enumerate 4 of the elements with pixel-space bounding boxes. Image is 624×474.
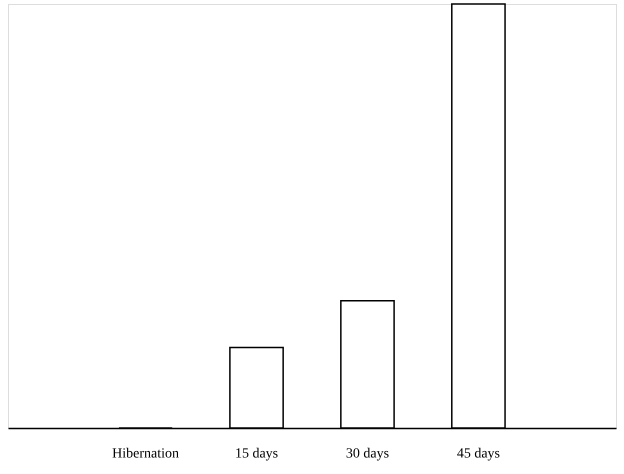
x-tick-label: 30 days	[346, 446, 390, 462]
x-tick-label: Hibernation	[112, 446, 180, 462]
x-tick-label: 15 days	[234, 446, 278, 462]
x-tick-label: 45 days	[456, 446, 500, 462]
